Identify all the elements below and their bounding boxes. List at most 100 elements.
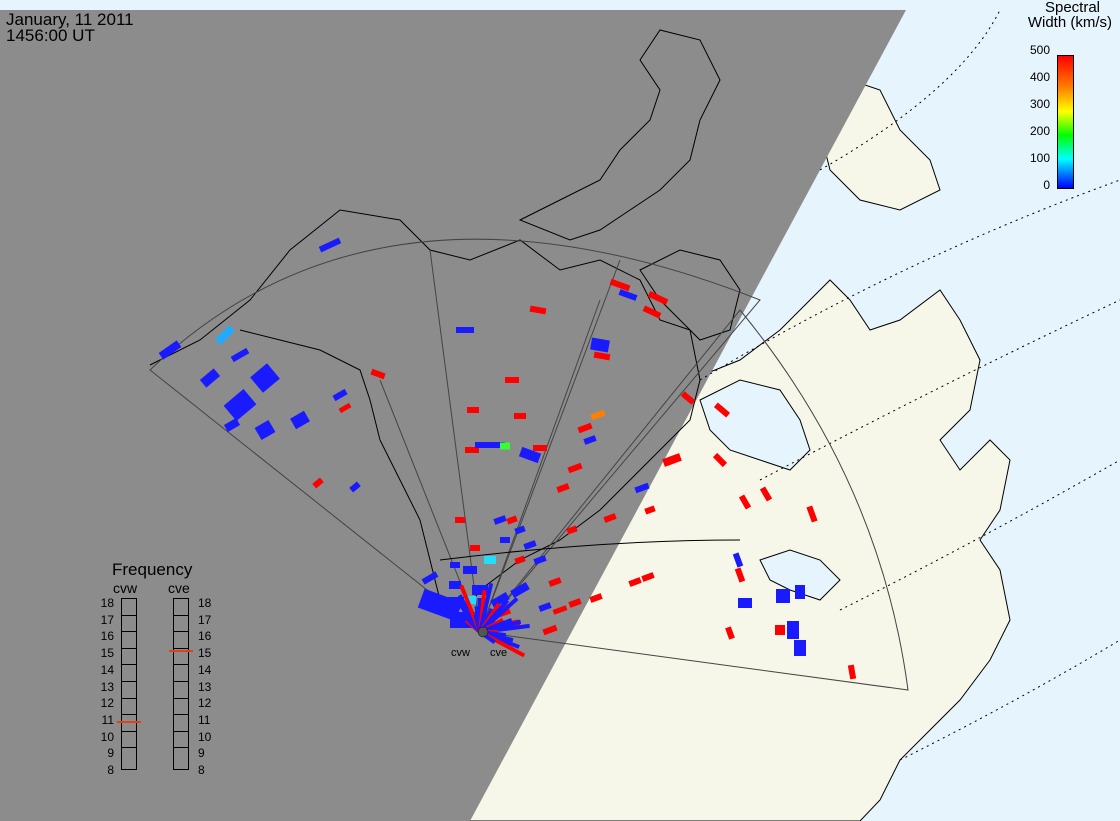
- echo-cell: [538, 602, 552, 612]
- frequency-level-label: 14: [100, 662, 114, 677]
- cve-fov: [479, 309, 909, 691]
- frequency-level-label: 13: [100, 679, 114, 694]
- date-label: January, 11 2011: [6, 10, 134, 29]
- great-lakes: [759, 549, 841, 601]
- echo-cell: [500, 442, 510, 450]
- echo-cell: [583, 435, 597, 445]
- frequency-level-label: 16: [100, 629, 114, 644]
- echo-cell: [518, 446, 542, 464]
- echo-cell: [647, 291, 669, 305]
- echo-cell: [794, 640, 806, 656]
- colorbar-tick: 200: [1029, 124, 1050, 138]
- echo-cell: [506, 515, 518, 525]
- frequency-level-label: 10: [100, 729, 114, 744]
- echo-cell: [577, 422, 593, 434]
- colorbar-tick: 500: [1029, 43, 1050, 57]
- echo-cell: [732, 552, 744, 568]
- echo-cell: [250, 363, 280, 393]
- echo-cell: [338, 402, 352, 414]
- frequency-level-label: 9: [107, 746, 114, 761]
- colorbar-tick: 300: [1029, 97, 1050, 111]
- frequency-level-label: 10: [198, 729, 212, 744]
- echo-cell: [533, 555, 547, 565]
- echo-cell: [641, 572, 655, 582]
- echo-cell: [787, 621, 799, 639]
- radar-site-label-cvw: cvw: [451, 647, 470, 659]
- echo-cell: [332, 388, 348, 402]
- echo-cell: [254, 419, 276, 441]
- colorbar-tick: 400: [1029, 70, 1050, 84]
- echo-cell: [370, 368, 386, 380]
- echo-cell: [634, 482, 650, 494]
- echo-cell: [158, 340, 182, 360]
- arctic-islands: [518, 29, 721, 241]
- echo-cell: [448, 597, 468, 607]
- echo-cell: [464, 596, 476, 604]
- echo-cell: [713, 402, 731, 418]
- frequency-level-label: 15: [198, 646, 212, 661]
- echo-cell: [318, 237, 342, 253]
- echo-cell: [349, 481, 361, 493]
- echo-cell: [463, 566, 477, 574]
- echo-cell: [662, 453, 682, 467]
- echo-cell: [465, 447, 479, 453]
- echo-cell: [609, 278, 631, 292]
- echo-cell: [806, 505, 818, 523]
- frequency-marker-cve: [169, 650, 193, 652]
- frequency-level-label: 12: [198, 696, 212, 711]
- echo-cell: [593, 351, 611, 361]
- latitude-circles: [699, 9, 1120, 761]
- echo-cell: [589, 593, 603, 603]
- echo-cell: [510, 582, 530, 598]
- echo-cell: [734, 567, 746, 583]
- time-label: 1456:00 UT: [6, 26, 95, 45]
- frequency-level-label: 17: [198, 612, 212, 627]
- echo-cell: [230, 347, 250, 363]
- frequency-level-label: 12: [100, 696, 114, 711]
- colorbar-tick: 100: [1029, 151, 1050, 165]
- colorbar-tick: 0: [1043, 178, 1050, 192]
- echo-cell: [533, 445, 547, 451]
- echo-cell: [455, 517, 465, 523]
- echo-cell: [421, 571, 439, 585]
- frequency-radar-cvw: cvw: [113, 580, 138, 596]
- echo-cell: [590, 337, 610, 353]
- frequency-level-label: 18: [100, 596, 114, 610]
- echo-cell: [542, 624, 558, 636]
- colorbar-title-line1: Spectral: [1044, 0, 1100, 16]
- echo-cell: [725, 626, 735, 640]
- echo-cell: [529, 305, 547, 315]
- echo-cell: [449, 581, 461, 589]
- echo-cell: [776, 589, 790, 603]
- frequency-level-label: 9: [198, 746, 205, 761]
- hudson-bay: [699, 379, 811, 471]
- border-line: [439, 539, 741, 561]
- frequency-level-label: 8: [198, 763, 205, 777]
- echo-cell: [644, 505, 656, 515]
- echo-cell: [290, 410, 310, 430]
- echo-cell: [548, 577, 562, 587]
- echo-cell: [738, 494, 752, 510]
- echo-cell: [618, 289, 638, 301]
- echo-cell: [450, 562, 460, 568]
- echo-cell: [514, 413, 526, 419]
- echo-cell: [568, 598, 582, 608]
- frequency-level-label: 11: [101, 712, 114, 727]
- echo-cell: [523, 540, 537, 550]
- colorbar-scale: [1057, 55, 1074, 189]
- echo-cell: [456, 327, 474, 333]
- echo-cell: [628, 577, 642, 587]
- baffin-island: [639, 249, 741, 341]
- echo-cell: [680, 391, 696, 405]
- radar-site-marker: [477, 626, 489, 638]
- echo-cell: [470, 545, 480, 551]
- frequency-column-cvw: [121, 598, 137, 770]
- echo-cell: [759, 486, 773, 502]
- colorbar-title-line2: Width (km/s): [1027, 14, 1112, 31]
- echo-cell: [712, 452, 728, 468]
- echo-cell: [493, 515, 507, 525]
- frequency-marker-cvw: [117, 721, 141, 723]
- echo-cell: [556, 483, 570, 493]
- echo-cell: [500, 537, 510, 543]
